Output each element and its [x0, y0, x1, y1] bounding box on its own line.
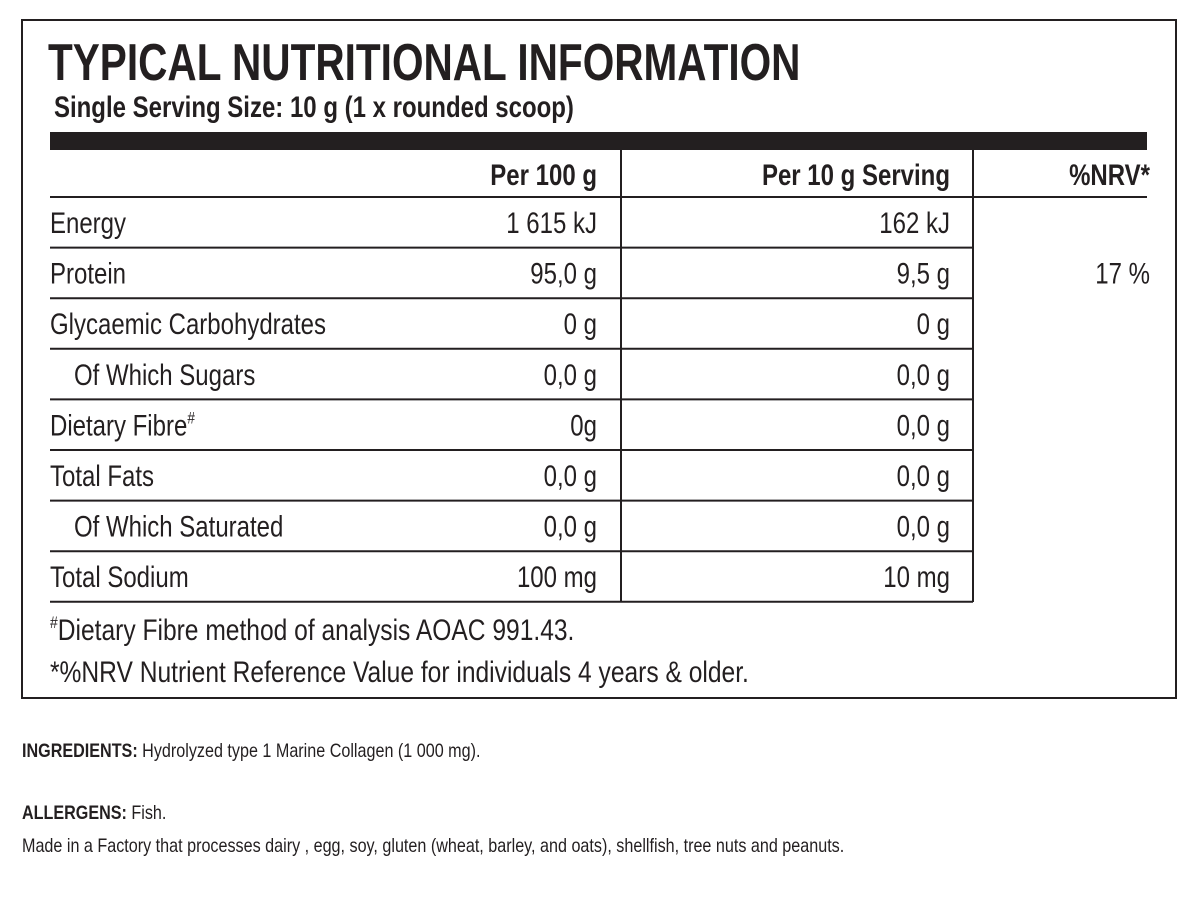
- row-label: Energy: [50, 205, 126, 239]
- label-text: Fish.: [127, 802, 166, 824]
- ingredients: INGREDIENTS: Hydrolyzed type 1 Marine Co…: [22, 740, 480, 762]
- cell-per-serving: 10 mg: [883, 560, 950, 594]
- superscript: #: [50, 614, 58, 633]
- row-label: Glycaemic Carbohydrates: [50, 307, 326, 341]
- cell-per-serving: 9,5 g: [897, 256, 950, 290]
- footnote-text: Dietary Fibre method of analysis AOAC 99…: [58, 613, 575, 647]
- row-label-text: Glycaemic Carbohydrates: [50, 307, 326, 341]
- cell-per-100g: 0g: [570, 408, 597, 442]
- cell-per-serving: 0,0 g: [897, 408, 950, 442]
- column-header: Per 10 g Serving: [762, 157, 950, 191]
- label-bold: INGREDIENTS:: [22, 740, 138, 762]
- cell-per-100g: 0,0 g: [544, 458, 597, 492]
- row-label-text: Total Sodium: [50, 560, 189, 594]
- row-label-text: Energy: [50, 205, 126, 239]
- allergens: ALLERGENS: Fish.: [22, 802, 166, 824]
- superscript: #: [187, 409, 195, 428]
- cell-per-serving: 0,0 g: [897, 458, 950, 492]
- row-label-text: Total Fats: [50, 458, 154, 492]
- cell-per-serving: 0,0 g: [897, 509, 950, 543]
- cell-nrv: 17 %: [1095, 256, 1150, 290]
- cell-per-serving: 162 kJ: [879, 205, 950, 239]
- header-bar: [50, 132, 1147, 150]
- cell-per-100g: 0 g: [564, 307, 597, 341]
- footnote: *%NRV Nutrient Reference Value for indiv…: [50, 655, 749, 689]
- cell-per-100g: 95,0 g: [530, 256, 597, 290]
- row-label: Protein: [50, 256, 126, 290]
- row-label-text: Of Which Sugars: [74, 357, 255, 391]
- label-text: Hydrolyzed type 1 Marine Collagen (1 000…: [138, 740, 481, 762]
- label-bold: ALLERGENS:: [22, 802, 127, 824]
- cell-per-100g: 0,0 g: [544, 509, 597, 543]
- row-label: Of Which Saturated: [74, 509, 283, 543]
- row-label: Total Fats: [50, 458, 154, 492]
- row-label-text: Dietary Fibre: [50, 408, 187, 442]
- table-frame: [21, 19, 1177, 699]
- cell-per-100g: 0,0 g: [544, 357, 597, 391]
- row-label: Total Sodium: [50, 560, 189, 594]
- cell-per-100g: 100 mg: [517, 560, 597, 594]
- footnote-text: *%NRV Nutrient Reference Value for indiv…: [50, 655, 749, 689]
- row-label: Of Which Sugars: [74, 357, 255, 391]
- column-header: %NRV*: [1069, 157, 1150, 191]
- cell-per-serving: 0,0 g: [897, 357, 950, 391]
- subtitle: Single Serving Size: 10 g (1 x rounded s…: [54, 89, 574, 123]
- row-label-text: Of Which Saturated: [74, 509, 283, 543]
- label-text: Made in a Factory that processes dairy ,…: [22, 835, 844, 857]
- row-label: Dietary Fibre#: [50, 408, 195, 442]
- footnote: #Dietary Fibre method of analysis AOAC 9…: [50, 613, 574, 647]
- cell-per-serving: 0 g: [917, 307, 950, 341]
- row-label-text: Protein: [50, 256, 126, 290]
- title: TYPICAL NUTRITIONAL INFORMATION: [48, 33, 800, 91]
- allergen-note: Made in a Factory that processes dairy ,…: [22, 835, 844, 857]
- cell-per-100g: 1 615 kJ: [506, 205, 597, 239]
- column-header: Per 100 g: [490, 157, 597, 191]
